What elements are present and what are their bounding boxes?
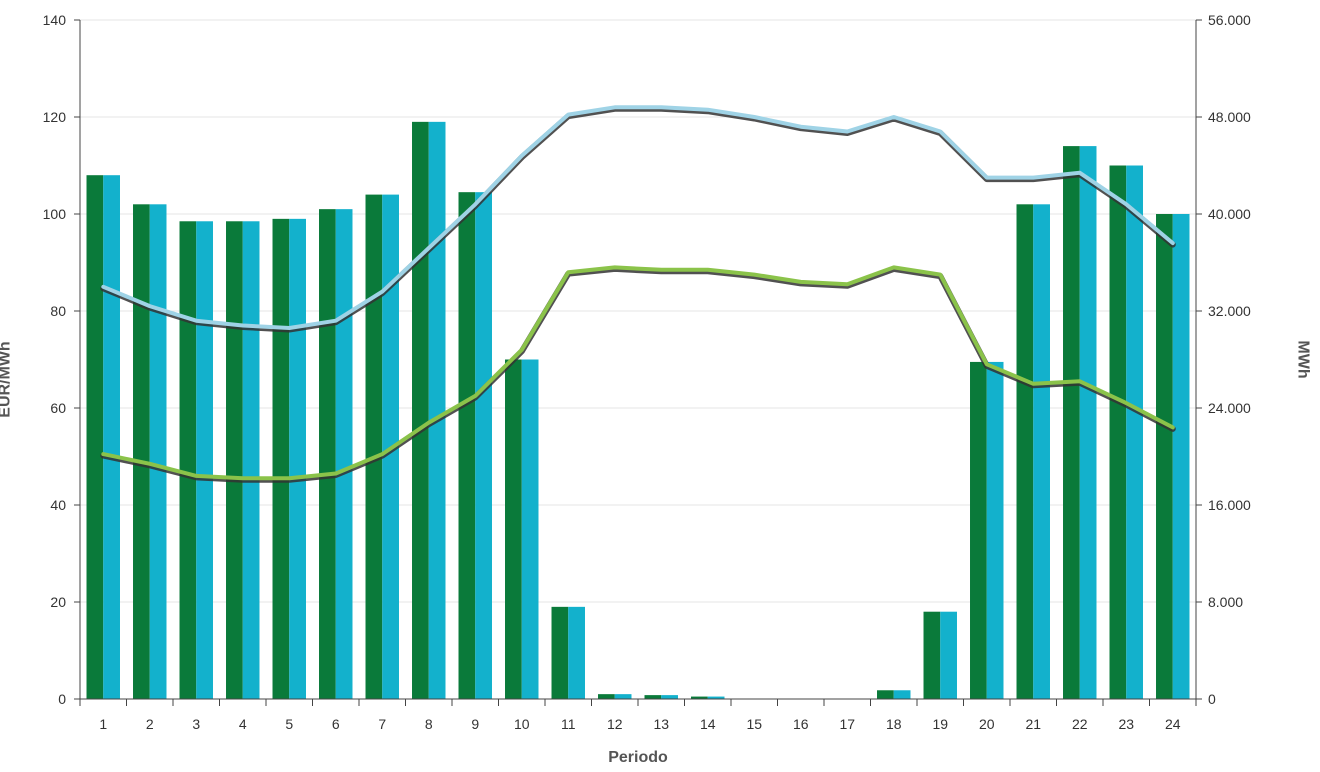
bar (133, 204, 150, 700)
gridlines (80, 19, 1196, 603)
bar (412, 121, 429, 700)
bar (986, 361, 1004, 699)
bar (103, 175, 120, 699)
y-left-tick-label: 80 (50, 303, 66, 319)
y-axis-right-title: MWh (1294, 340, 1311, 378)
series-line (101, 105, 1175, 330)
bar (521, 359, 539, 699)
x-tick-label: 15 (746, 716, 762, 732)
bar (475, 192, 492, 700)
bar (893, 690, 911, 699)
x-tick-label: 10 (514, 716, 530, 732)
bar (428, 121, 446, 700)
x-tick-label: 7 (378, 716, 386, 732)
x-tick-label: 6 (332, 716, 340, 732)
bar (179, 221, 197, 699)
bar (365, 194, 383, 699)
bar (272, 218, 290, 699)
bar (226, 221, 243, 699)
bar (614, 694, 632, 699)
y-right-tick-label: 48.000 (1208, 109, 1251, 125)
series-line (101, 265, 1175, 481)
x-axis-title: Periodo (608, 749, 668, 766)
x-tick-label: 2 (146, 716, 154, 732)
bars (86, 121, 1190, 700)
series-line-shadow (100, 105, 1176, 333)
bar (707, 696, 725, 699)
y-right-tick-label: 8.000 (1208, 594, 1243, 610)
x-tick-label: 18 (886, 716, 902, 732)
bar (1063, 146, 1080, 700)
x-tick-label: 17 (839, 716, 855, 732)
bar (1126, 165, 1143, 699)
bar (505, 359, 522, 699)
bar (970, 361, 987, 699)
y-axis-left-title: EUR/MWh (0, 341, 14, 417)
y-right-tick-label: 16.000 (1208, 497, 1251, 513)
bar (923, 611, 941, 699)
y-left-tick-label: 140 (43, 12, 67, 28)
bar (1172, 214, 1190, 699)
bar (242, 221, 260, 699)
x-tick-label: 12 (607, 716, 623, 732)
y-left-tick-label: 60 (50, 400, 66, 416)
x-tick-label: 19 (932, 716, 948, 732)
bar (86, 175, 104, 699)
series-lines (100, 105, 1176, 483)
bar (1109, 165, 1127, 699)
x-tick-label: 21 (1025, 716, 1041, 732)
y-left-tick-label: 100 (43, 206, 67, 222)
y-right-tick-label: 40.000 (1208, 206, 1251, 222)
bar (644, 695, 662, 699)
bar (598, 694, 615, 699)
bar (1033, 204, 1050, 700)
x-tick-label: 8 (425, 716, 433, 732)
y-left-tick-label: 120 (43, 109, 67, 125)
bar (1016, 204, 1034, 700)
bar (289, 218, 306, 699)
bar (661, 695, 678, 699)
y-left-tick-label: 20 (50, 594, 66, 610)
bar (691, 696, 708, 699)
bar (1156, 214, 1173, 699)
bar (940, 611, 957, 699)
x-tick-label: 5 (285, 716, 293, 732)
bar (196, 221, 213, 699)
bar (568, 606, 585, 699)
bar (335, 209, 353, 699)
bar (551, 606, 569, 699)
x-tick-label: 22 (1072, 716, 1088, 732)
x-tick-label: 13 (653, 716, 669, 732)
x-tick-label: 4 (239, 716, 247, 732)
y-right-tick-label: 56.000 (1208, 12, 1251, 28)
y-right-tick-label: 0 (1208, 691, 1216, 707)
y-right-tick-label: 32.000 (1208, 303, 1251, 319)
x-tick-label: 1 (99, 716, 107, 732)
x-tick-label: 20 (979, 716, 995, 732)
bar (1079, 146, 1097, 700)
bar (319, 209, 336, 699)
y-left-tick-label: 0 (58, 691, 66, 707)
x-tick-label: 11 (561, 716, 576, 732)
x-tick-label: 23 (1118, 716, 1134, 732)
bar (877, 690, 894, 699)
bar (149, 204, 167, 700)
axes: 0 0 20 8.000 40 16.000 60 24.000 80 32.000 100 40.0… (43, 12, 1251, 732)
bar (458, 192, 476, 700)
x-tick-label: 24 (1165, 716, 1181, 732)
x-tick-label: 3 (192, 716, 200, 732)
y-left-tick-label: 40 (50, 497, 66, 513)
y-right-tick-label: 24.000 (1208, 400, 1251, 416)
x-tick-label: 16 (793, 716, 809, 732)
x-tick-label: 14 (700, 716, 716, 732)
x-tick-label: 9 (471, 716, 479, 732)
